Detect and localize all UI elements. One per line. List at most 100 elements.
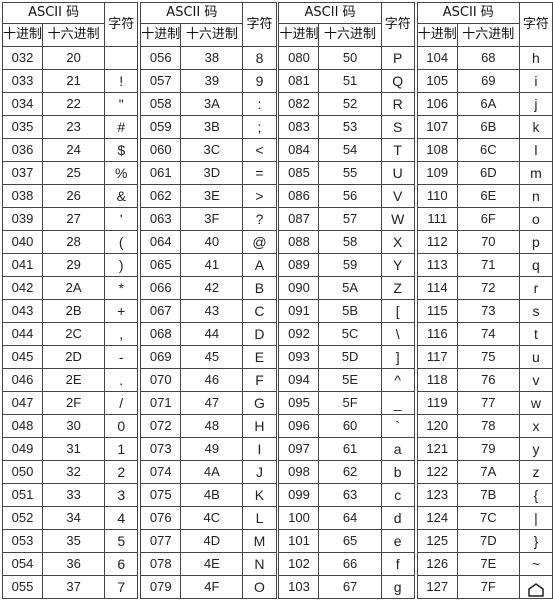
- table-row: 054 36 6: [1, 552, 139, 576]
- table-row: 119 77 w: [416, 391, 553, 415]
- decimal-cell: 107: [416, 115, 458, 139]
- table-row: 104 68 h: [416, 46, 553, 70]
- char-header: 字符: [380, 2, 415, 47]
- hex-cell: 79: [456, 437, 520, 461]
- table-row: 079 4F O: [140, 575, 277, 599]
- hex-cell: 38: [180, 46, 244, 70]
- table-row: 118 76 v: [416, 368, 553, 392]
- table-row: 099 63 c: [278, 483, 415, 507]
- char-cell: p: [518, 230, 553, 254]
- decimal-cell: 109: [416, 161, 458, 185]
- hex-cell: 5E: [318, 368, 382, 392]
- hex-cell: 23: [42, 115, 106, 139]
- table-row: 047 2F /: [1, 391, 139, 415]
- decimal-cell: 088: [278, 230, 320, 254]
- table-row: 116 74 t: [416, 322, 553, 346]
- decimal-cell: 041: [1, 253, 44, 277]
- ascii-block-3: ASCII 码字符 十进制 十六进制 080 50 P 081 51 Q 082 52 R 083 53 S…: [278, 2, 415, 599]
- decimal-cell: 066: [140, 276, 182, 300]
- char-cell: J: [242, 460, 277, 484]
- decimal-cell: 125: [416, 529, 458, 553]
- decimal-cell: 075: [140, 483, 182, 507]
- hex-cell: 7B: [456, 483, 520, 507]
- table-row: 061 3D =: [140, 161, 277, 185]
- decimal-cell: 040: [1, 230, 44, 254]
- hex-cell: 3D: [180, 161, 244, 185]
- table-row: 053 35 5: [1, 529, 139, 553]
- hex-cell: 48: [180, 414, 244, 438]
- char-cell: E: [242, 345, 277, 369]
- hex-cell: 20: [42, 46, 106, 70]
- char-cell: $: [104, 138, 139, 162]
- char-cell: ~: [518, 552, 553, 576]
- table-row: 085 55 U: [278, 161, 415, 185]
- hex-cell: 4F: [180, 575, 244, 599]
- decimal-cell: 087: [278, 207, 320, 231]
- char-cell: ?: [242, 207, 277, 231]
- hex-cell: 72: [456, 276, 520, 300]
- decimal-cell: 070: [140, 368, 182, 392]
- char-cell: W: [380, 207, 415, 231]
- hex-cell: 33: [42, 483, 106, 507]
- decimal-cell: 058: [140, 92, 182, 116]
- decimal-cell: 122: [416, 460, 458, 484]
- table-row: 037 25%: [1, 161, 139, 185]
- char-cell: `: [380, 414, 415, 438]
- char-cell: n: [518, 184, 553, 208]
- table-row: 058 3A:: [140, 92, 277, 116]
- char-cell: _: [380, 391, 415, 415]
- char-cell: I: [242, 437, 277, 461]
- hex-cell: 2B: [42, 299, 106, 323]
- char-cell: 9: [242, 69, 277, 93]
- table-row: 100 64 d: [278, 506, 415, 530]
- decimal-cell: 092: [278, 322, 320, 346]
- char-cell: (: [104, 230, 139, 254]
- hex-cell: 7C: [456, 506, 520, 530]
- table-row: 106 6A j: [416, 92, 553, 116]
- char-cell: 5: [104, 529, 139, 553]
- char-cell: F: [242, 368, 277, 392]
- table-row: 067 43 C: [140, 299, 277, 323]
- decimal-cell: 082: [278, 92, 320, 116]
- table-row: 072 48 H: [140, 414, 277, 438]
- decimal-cell: 033: [1, 69, 44, 93]
- table-row: 109 6D m: [416, 161, 553, 185]
- decimal-cell: 068: [140, 322, 182, 346]
- table-row: 107 6B k: [416, 115, 553, 139]
- hex-cell: 2D: [42, 345, 106, 369]
- decimal-cell: 045: [1, 345, 44, 369]
- char-cell: w: [518, 391, 553, 415]
- char-cell: 6: [104, 552, 139, 576]
- decimal-cell: 119: [416, 391, 458, 415]
- hex-cell: 56: [318, 184, 382, 208]
- table-row: 124 7C |: [416, 506, 553, 530]
- hex-cell: 5C: [318, 322, 382, 346]
- table-row: 105 69 i: [416, 69, 553, 93]
- table-row: 114 72 r: [416, 276, 553, 300]
- table-row: 045 2D -: [1, 345, 139, 369]
- hex-cell: 4A: [180, 460, 244, 484]
- decimal-cell: 077: [140, 529, 182, 553]
- hex-cell: 53: [318, 115, 382, 139]
- table-row: 040 28(: [1, 230, 139, 254]
- hex-cell: 36: [42, 552, 106, 576]
- hex-cell: 65: [318, 529, 382, 553]
- decimal-cell: 114: [416, 276, 458, 300]
- hex-cell: 24: [42, 138, 106, 162]
- char-cell: ": [104, 92, 139, 116]
- char-cell: <: [242, 138, 277, 162]
- table-row: 113 71 q: [416, 253, 553, 277]
- hex-cell: 60: [318, 414, 382, 438]
- decimal-cell: 099: [278, 483, 320, 507]
- decimal-cell: 094: [278, 368, 320, 392]
- char-cell: d: [380, 506, 415, 530]
- decimal-cell: 056: [140, 46, 182, 70]
- char-cell: .: [104, 368, 139, 392]
- table-row: 062 3E >: [140, 184, 277, 208]
- decimal-cell: 095: [278, 391, 320, 415]
- table-row: 043 2B +: [1, 299, 139, 323]
- char-cell: L: [242, 506, 277, 530]
- table-row: 090 5A Z: [278, 276, 415, 300]
- decimal-cell: 084: [278, 138, 320, 162]
